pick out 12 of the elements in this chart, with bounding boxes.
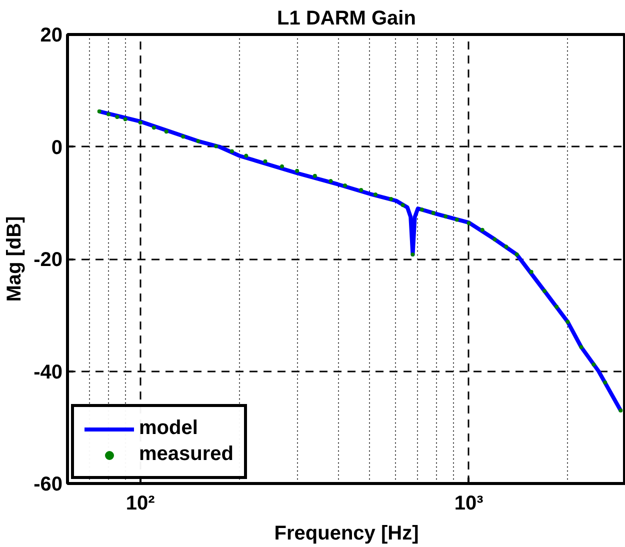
chart-title: L1 DARM Gain <box>277 8 416 30</box>
legend-label: measured <box>139 443 234 466</box>
y-axis-title: Mag [dB] <box>4 216 26 302</box>
x-axis-title: Frequency [Hz] <box>274 522 419 544</box>
y-tick-label: -20 <box>34 249 62 271</box>
x-tick-label: 10² <box>126 492 156 514</box>
x-tick-label: 10³ <box>454 492 484 514</box>
y-tick-label: -60 <box>34 474 62 496</box>
y-tick-label: 20 <box>40 24 63 46</box>
y-tick-label: -40 <box>34 361 62 384</box>
y-tick-label: 0 <box>51 136 62 159</box>
legend-label: model <box>139 417 198 440</box>
